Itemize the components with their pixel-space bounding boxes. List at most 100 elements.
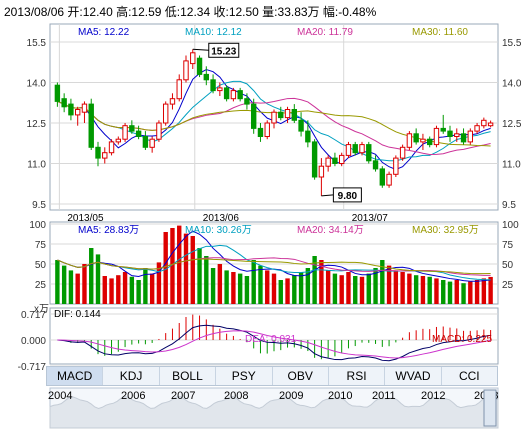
price-tick-right: 12.5 [502,119,522,130]
tab-rsi[interactable]: RSI [329,367,386,385]
candle-body [196,57,203,75]
volume-bar [224,270,229,304]
candle-body [284,109,291,119]
volume-bar [143,268,148,304]
candle-body [183,60,189,81]
volume-bar [102,276,107,304]
volume-bar [461,283,466,304]
price-tick-left: 9.5 [32,200,46,211]
candle-body [95,146,101,159]
candle-body [481,119,487,127]
macd-tick-left: 0.717 [21,310,46,321]
candle-body [149,138,155,148]
volume-ma-label: MA10: 30.26万 [185,225,252,236]
candle-body [102,152,108,159]
candle-body [426,138,433,146]
tab-cci[interactable]: CCI [458,369,480,383]
volume-bar [258,265,263,304]
volume-bar [271,273,277,304]
volume-bar [109,278,114,304]
volume-bar [427,276,432,304]
volume-tick-left: 50 [35,260,47,271]
volume-bar [244,276,250,304]
price-ma-label: MA20: 11.79 [297,27,353,38]
volume-tick-left: 25 [35,280,47,291]
price-tick-left: 11.0 [27,160,46,171]
volume-bar [129,276,135,304]
candle-body [115,138,122,143]
candle-body [217,87,223,92]
candle-body [318,165,325,178]
volume-bar [251,260,256,304]
volume-bar [136,280,141,304]
volume-bar [468,281,473,304]
tab-boll[interactable]: BOLL [160,367,217,385]
volume-bar [177,225,182,304]
candle-body [223,87,230,100]
volume-bar [359,276,365,304]
tab-wvad[interactable]: WVAD [385,367,442,385]
price-tick-right: 11.0 [502,160,521,171]
macd-tick-left: -0.717 [18,362,47,373]
timeline-year-label: 2006 [121,390,145,402]
timeline-year-label: 2007 [171,390,195,402]
candle-body [305,130,311,143]
tab-obv[interactable]: OBV [273,367,329,385]
candle-body [399,146,406,159]
candle-body [332,157,338,165]
timeline-year-label: 2010 [328,390,352,402]
x-tick-label: 2013/07 [352,213,389,224]
tab-macd[interactable]: MACD [47,367,104,385]
volume-bar [366,273,371,304]
candle-body [142,136,149,148]
volume-bar [380,260,385,304]
price-ma-label: MA5: 12.22 [78,27,130,38]
timeline-range-handle[interactable] [483,389,497,427]
volume-bar [325,270,331,304]
candle-body [406,133,413,148]
price-tick-right: 14.0 [502,79,522,90]
volume-tick-right: 100 [502,220,519,231]
candle-body [237,90,243,100]
volume-bar [278,280,283,304]
volume-bar [237,273,243,304]
volume-bar [339,275,344,304]
candle-body [68,103,74,116]
volume-bar [210,268,216,304]
tab-psy[interactable]: PSY [216,367,273,385]
price-ma-label: MA30: 11.60 [412,27,468,38]
candle-body [61,98,67,108]
volume-bar [217,264,223,304]
volume-bar [413,275,419,304]
macd-dif-label: DIF: 0.144 [54,309,101,320]
candle-body [169,98,176,105]
candle-body [447,130,453,138]
candle-body [88,103,94,148]
volume-bar [183,233,189,304]
volume-bar [407,273,412,304]
candle-body [298,119,304,132]
high-marker-box [208,42,240,58]
timeline-year-label: 2012 [421,390,445,402]
volume-tick-left: 100 [29,220,46,231]
volume-bar [190,236,195,304]
volume-unit-label: x万 [34,304,49,315]
candle-body [487,122,494,127]
volume-bar [89,248,94,304]
tab-kdj[interactable]: KDJ [103,367,160,385]
timeline-area [49,395,499,429]
candle-body [176,79,182,100]
volume-bar [298,272,304,304]
candle-body [338,154,345,164]
high-marker-pointer [192,48,209,51]
timeline-year-label: 2004 [48,390,72,402]
candle-body [311,141,318,178]
candle-body [74,109,81,116]
candle-body [467,130,474,143]
volume-bar [292,275,297,304]
candle-body [210,79,216,92]
volume-bar [474,280,480,304]
volume-bar [373,268,378,304]
candle-body [393,157,399,175]
